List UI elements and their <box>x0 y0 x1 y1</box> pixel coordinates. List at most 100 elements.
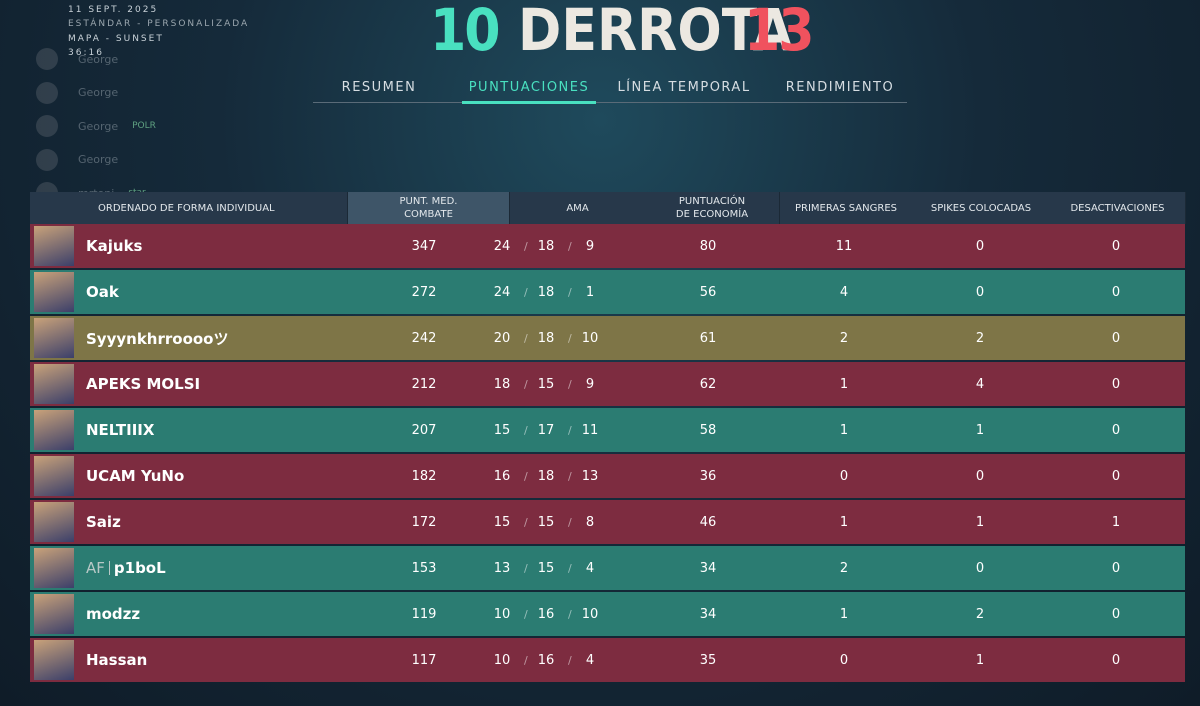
stat-fb: 2 <box>839 330 849 346</box>
stat-econ: 56 <box>699 284 717 300</box>
stat-k: 24 <box>493 238 511 254</box>
stat-fb: 1 <box>839 514 849 530</box>
tab[interactable]: RENDIMIENTO <box>785 80 895 95</box>
stat-fb: 2 <box>839 560 849 576</box>
player-row: Syyynkhrrooooツ 20/18/10 242 61 2 2 0 <box>30 316 1185 360</box>
stat-d: 15 <box>537 376 555 392</box>
tab[interactable]: RESUMEN <box>341 80 417 95</box>
player-row: Kajuks 24 / 18 / 9 347 80 11 0 0 <box>30 224 1185 268</box>
stat-a: 11 <box>581 422 599 438</box>
stat-defuses: 0 <box>1111 376 1121 392</box>
friend: George <box>36 80 118 106</box>
column-header: PUNT. MED. COMBATE <box>348 192 510 224</box>
stat-acs: 272 <box>411 284 437 300</box>
stat-acs: 153 <box>411 560 437 576</box>
stat-plants: 4 <box>975 376 985 392</box>
score-right: 13 <box>744 0 815 64</box>
stat-acs: 119 <box>411 606 437 622</box>
stat-a: 10 <box>581 606 599 622</box>
stat-defuses: 0 <box>1111 652 1121 668</box>
separator: / <box>568 331 572 345</box>
stat-d: 16 <box>537 652 555 668</box>
stat-plants: 0 <box>975 560 985 576</box>
separator: / <box>568 607 572 621</box>
stat-plants: 0 <box>975 238 985 254</box>
friend-name: George <box>78 52 119 66</box>
player-row: UCAM YuNo 16 / 18 / 13 182 36 0 0 0 <box>30 454 1185 498</box>
stat-econ: 46 <box>699 514 717 530</box>
agent-portrait <box>34 318 74 358</box>
stat-d: 16 <box>537 606 555 622</box>
stat-acs: 212 <box>411 376 437 392</box>
stat-econ: 34 <box>699 560 717 576</box>
stat-econ: 61 <box>699 330 717 346</box>
stat-fb: 11 <box>835 238 853 254</box>
friend-avatar <box>36 148 58 171</box>
stat-econ: 35 <box>699 652 717 668</box>
player-row: modzz 10 / 16 / 10 119 34 1 2 0 <box>30 592 1185 636</box>
separator: / <box>568 653 572 667</box>
separator: / <box>524 423 528 437</box>
stat-a: 9 <box>585 376 595 392</box>
player-name: Oak <box>86 283 119 301</box>
separator: / <box>568 423 572 437</box>
player-row: NELTIIIX 15/17/11 207 58 1 1 0 <box>30 408 1185 452</box>
player-name-text: Syyynkhrrooooツ <box>86 329 229 348</box>
stat-d: 18 <box>537 468 555 484</box>
stat-a: 13 <box>581 468 599 484</box>
player-name: Saiz <box>86 513 121 531</box>
stat-a: 8 <box>585 514 595 530</box>
separator: / <box>524 239 528 253</box>
agent-portrait <box>34 456 74 496</box>
player-name-text: Hassan <box>86 651 148 669</box>
stat-k: 10 <box>493 606 511 622</box>
stat-acs: 172 <box>411 514 437 530</box>
separator: / <box>524 561 528 575</box>
score-left: 10 <box>430 0 501 64</box>
friend-avatar <box>36 115 58 137</box>
player-row: AF p1boL 13 / 15 / 4 153 34 2 0 0 <box>30 546 1185 590</box>
stat-k: 18 <box>493 376 511 392</box>
separator: / <box>568 561 572 575</box>
column-header: ORDENADO DE FORMA INDIVIDUAL <box>30 192 348 224</box>
tab-underline <box>462 101 596 104</box>
separator: / <box>568 515 572 529</box>
stat-k: 20 <box>493 330 511 346</box>
stat-plants: 1 <box>975 422 985 438</box>
player-name-text: modzz <box>86 605 141 623</box>
stat-k: 15 <box>493 514 511 530</box>
stat-fb: 0 <box>839 468 849 484</box>
friend-name: George <box>78 86 119 99</box>
tag-separator <box>108 561 110 575</box>
stat-k: 24 <box>493 284 511 300</box>
stat-d: 18 <box>537 238 555 254</box>
player-name: Hassan <box>86 651 147 669</box>
stat-a: 9 <box>585 238 595 254</box>
stat-fb: 1 <box>839 422 849 438</box>
stat-defuses: 0 <box>1111 560 1121 576</box>
column-header: AMA <box>510 192 646 224</box>
column-header: PUNTUACIÓN DE ECONOMÍA <box>645 192 780 224</box>
stat-plants: 2 <box>975 606 985 622</box>
tab[interactable]: LÍNEA TEMPORAL <box>617 80 751 95</box>
stat-defuses: 0 <box>1111 422 1121 438</box>
tab[interactable]: PUNTUACIONES <box>468 80 590 95</box>
friend-tag: POLR <box>132 121 156 131</box>
stat-defuses: 1 <box>1111 514 1121 530</box>
player-row: Saiz 15 / 15 / 8 172 46 1 1 1 <box>30 500 1185 544</box>
stat-k: 13 <box>493 560 511 576</box>
stat-acs: 117 <box>411 652 437 668</box>
player-name-text: p1boL <box>113 559 166 577</box>
agent-portrait <box>34 502 74 542</box>
stat-econ: 80 <box>699 238 717 254</box>
agent-portrait <box>34 364 74 404</box>
separator: / <box>524 607 528 621</box>
agent-portrait <box>34 548 74 588</box>
stat-plants: 2 <box>975 330 985 346</box>
stat-plants: 0 <box>975 284 985 300</box>
player-tag: AF <box>86 559 105 577</box>
column-header: SPIKES COLOCADAS <box>912 192 1051 224</box>
player-name-text: Oak <box>86 283 119 301</box>
player-row: Hassan 10/16/4 117 35 0 1 0 <box>30 638 1185 682</box>
